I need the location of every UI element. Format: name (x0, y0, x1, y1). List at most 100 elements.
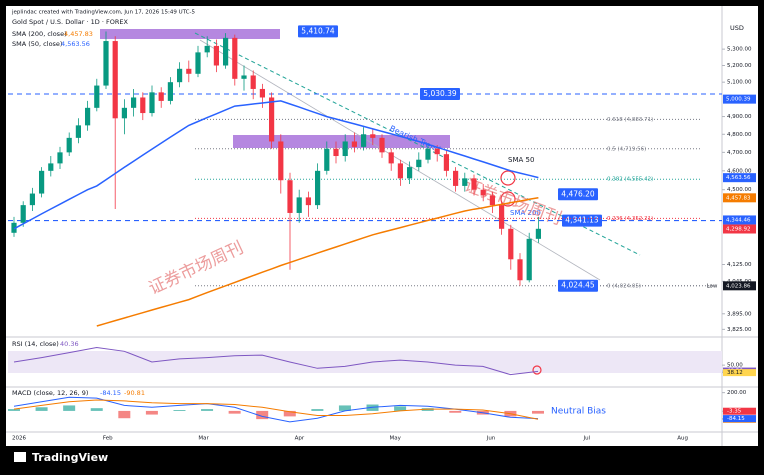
x-tick-label: Apr (295, 436, 305, 442)
axis-badge (723, 224, 756, 234)
price-tag (298, 25, 338, 38)
candle-body (186, 68, 192, 74)
candle-body (342, 141, 348, 157)
candle-body (443, 154, 449, 171)
axis-badge (723, 94, 756, 104)
level-badge (420, 87, 460, 100)
level-label: 5,030.39 (423, 89, 457, 98)
macd-tick-label: -84.15 (727, 416, 745, 422)
logo (14, 452, 26, 462)
macd-histogram-bar (145, 410, 158, 415)
rsi-band (8, 351, 722, 373)
candle-body (535, 228, 541, 239)
macd-histogram-bar (118, 410, 131, 419)
sma200-label: SMA 200 (510, 209, 541, 217)
macd-histogram-bar (338, 405, 351, 411)
candle-body (20, 205, 26, 223)
candle-body (499, 205, 505, 229)
highlight-circle (500, 170, 516, 186)
candle-body (103, 41, 109, 86)
candle-body (489, 195, 495, 206)
axis-badge (723, 215, 756, 225)
candle-body (75, 125, 81, 138)
rsi-value: 40.36 (60, 340, 79, 348)
candle-body (48, 163, 54, 171)
macd-histogram-bar (35, 407, 48, 411)
candle-body (296, 197, 302, 213)
candle-body (480, 189, 486, 196)
y-tick-label: 3,895.00 (727, 311, 752, 317)
fib-label: 0.382 (4,555.42) (607, 177, 653, 183)
candle-body (250, 75, 256, 89)
candle-body (204, 45, 210, 53)
level-label: 4,341.13 (565, 216, 599, 225)
axis-badge-label: 5,000.39 (726, 97, 751, 103)
candle-body (167, 82, 173, 101)
candle-body (333, 148, 339, 157)
highlight-circle (532, 365, 542, 375)
credit: jeplindac created with TradingView.com, … (11, 10, 195, 16)
macd-histogram-bar (256, 410, 269, 420)
axis-badge-label: 4,563.56 (726, 175, 751, 181)
rsi-tick-label: 50.00 (727, 363, 743, 369)
fib-label: 0.236 (4,352.21) (607, 216, 653, 222)
price-tag-label: 5,410.74 (301, 26, 335, 35)
candle-body (287, 180, 293, 213)
candle-body (149, 92, 155, 114)
chart-background (6, 6, 758, 446)
sma-line (96, 197, 539, 327)
footer-brand: TradingView (32, 451, 108, 464)
sma50-label: SMA 50 (508, 156, 534, 164)
rsi-line (13, 346, 539, 376)
rsi-name: RSI (14, close) (12, 340, 59, 348)
macd-value: -84.15 (100, 389, 121, 397)
y-tick-label: 4,700.00 (727, 150, 752, 156)
x-tick-label: Mar (198, 436, 209, 442)
axis-badge (723, 173, 756, 183)
axis-badge-label: 4,298.92 (726, 227, 751, 233)
candle-body (39, 170, 45, 194)
sma-line (13, 100, 539, 230)
candle-body (416, 159, 422, 168)
axis-badge-label: 4,023.86 (726, 283, 751, 289)
candle-body (94, 85, 100, 108)
price-tag-label: 4,024.45 (561, 281, 595, 290)
y-tick-label: 3,825.00 (727, 327, 752, 333)
candle-body (11, 222, 17, 233)
candle-body (29, 193, 35, 206)
macd-annotation: Neutral Bias (551, 407, 606, 417)
candle-body (526, 238, 532, 281)
price-tag (558, 279, 598, 292)
legend-name: SMA (200, close) (12, 30, 67, 38)
candle-body (324, 148, 330, 171)
y-tick-label: 4,900.00 (727, 114, 752, 120)
x-tick-label: Jul (582, 436, 590, 442)
candle-body (140, 97, 146, 114)
low-tag: Low (707, 283, 718, 289)
candle-body (223, 37, 229, 66)
legend-name: SMA (50, close) (12, 40, 62, 48)
x-tick-label: Feb (103, 436, 113, 442)
candle-body (425, 148, 431, 160)
x-tick-label: 2026 (12, 436, 26, 442)
rsi-tick-label: 38.12 (727, 370, 743, 376)
candle-body (269, 97, 275, 142)
candle-body (278, 141, 284, 181)
y-tick-label: 5,200.00 (727, 63, 752, 69)
macd-histogram-bar (311, 409, 324, 411)
candle-body (517, 259, 523, 281)
candle-body (453, 170, 459, 186)
x-tick-label: Aug (677, 436, 688, 442)
fib-label: 0.618 (4,883.71) (607, 117, 653, 123)
candle-body (232, 37, 238, 79)
macd-histogram-bar (173, 410, 186, 411)
candle-body (158, 92, 164, 101)
x-tick-label: Jun (486, 436, 496, 442)
candle-body (351, 141, 357, 147)
candle-body (259, 88, 265, 98)
macd-histogram-bar (283, 410, 296, 417)
macd-histogram-bar (63, 405, 76, 411)
candle-body (315, 170, 321, 206)
axis-badge (723, 415, 756, 423)
